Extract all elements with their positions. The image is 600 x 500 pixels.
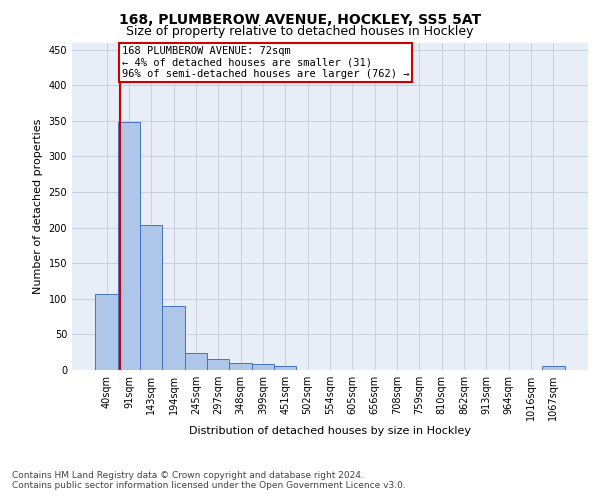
Bar bbox=[207, 360, 229, 370]
Bar bbox=[274, 366, 296, 370]
Bar bbox=[163, 306, 185, 370]
X-axis label: Distribution of detached houses by size in Hockley: Distribution of detached houses by size … bbox=[189, 426, 471, 436]
Y-axis label: Number of detached properties: Number of detached properties bbox=[33, 118, 43, 294]
Text: Size of property relative to detached houses in Hockley: Size of property relative to detached ho… bbox=[126, 25, 474, 38]
Text: 168, PLUMBEROW AVENUE, HOCKLEY, SS5 5AT: 168, PLUMBEROW AVENUE, HOCKLEY, SS5 5AT bbox=[119, 12, 481, 26]
Text: Contains HM Land Registry data © Crown copyright and database right 2024.
Contai: Contains HM Land Registry data © Crown c… bbox=[12, 470, 406, 490]
Text: 168 PLUMBEROW AVENUE: 72sqm
← 4% of detached houses are smaller (31)
96% of semi: 168 PLUMBEROW AVENUE: 72sqm ← 4% of deta… bbox=[122, 46, 409, 80]
Bar bbox=[252, 364, 274, 370]
Bar bbox=[542, 366, 565, 370]
Bar bbox=[118, 122, 140, 370]
Bar bbox=[95, 294, 118, 370]
Bar bbox=[185, 353, 207, 370]
Bar bbox=[229, 363, 252, 370]
Bar bbox=[140, 226, 163, 370]
